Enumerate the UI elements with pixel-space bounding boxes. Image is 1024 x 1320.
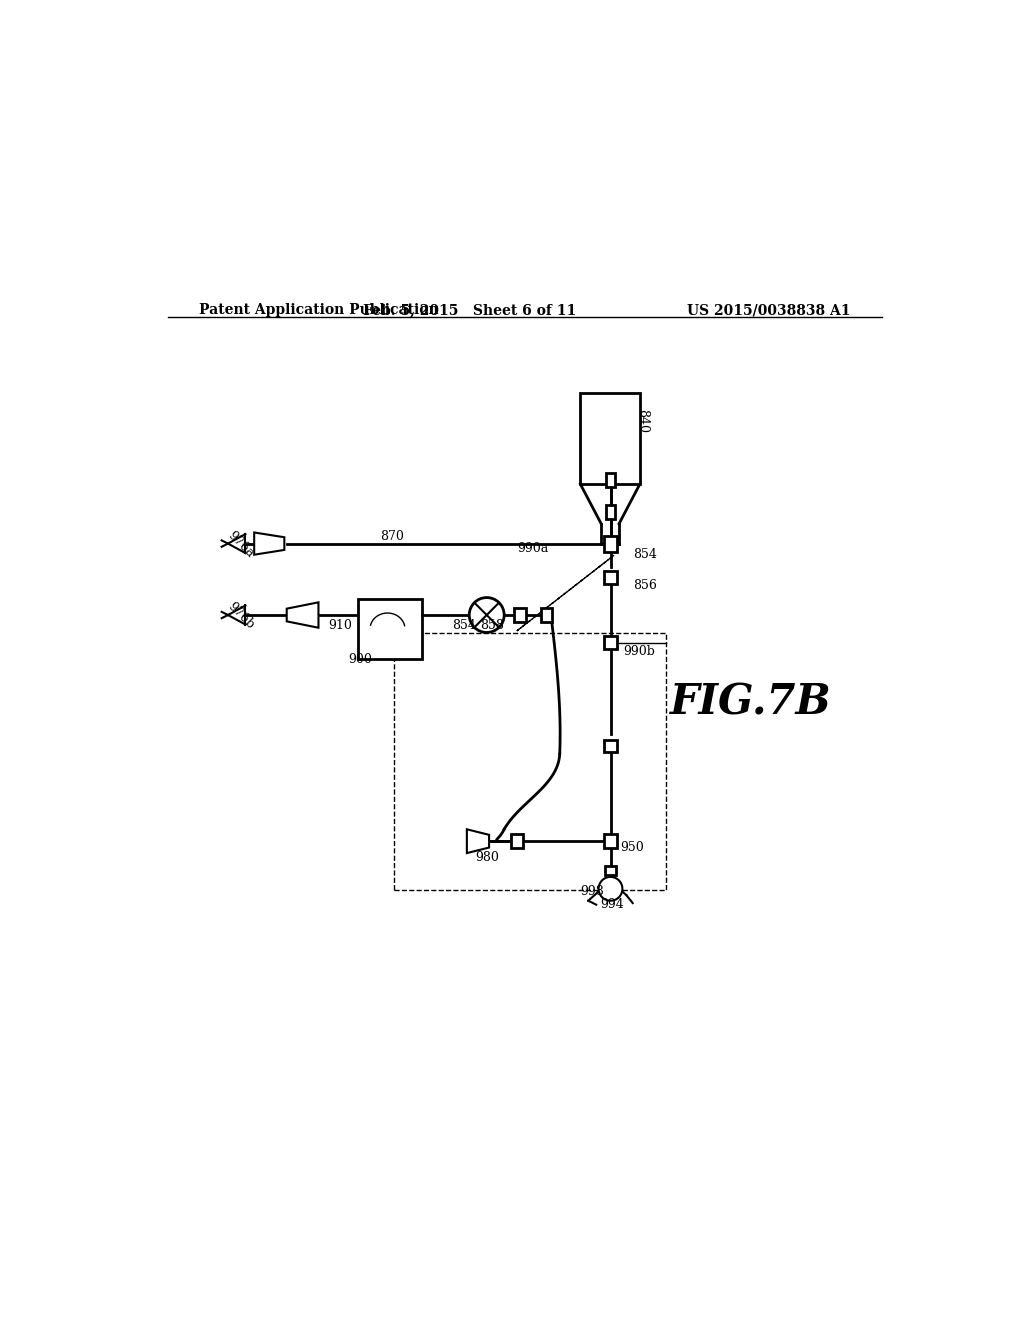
Bar xyxy=(514,609,525,622)
Text: 976b: 976b xyxy=(225,599,257,631)
Polygon shape xyxy=(254,532,285,554)
Bar xyxy=(604,636,616,649)
Bar xyxy=(511,834,523,849)
Bar xyxy=(605,866,616,875)
Text: 980: 980 xyxy=(475,851,500,865)
Polygon shape xyxy=(467,829,489,853)
Polygon shape xyxy=(287,602,318,628)
Text: 910: 910 xyxy=(328,619,352,631)
Text: 856: 856 xyxy=(633,579,656,591)
Bar xyxy=(606,504,615,519)
Text: 854: 854 xyxy=(633,548,656,561)
Text: 990b: 990b xyxy=(624,645,655,659)
Bar xyxy=(604,834,616,849)
Text: 976a: 976a xyxy=(225,529,256,560)
Circle shape xyxy=(599,876,623,900)
Bar xyxy=(604,572,616,583)
Bar xyxy=(541,609,552,622)
Text: 950: 950 xyxy=(620,841,644,854)
Text: 840: 840 xyxy=(636,409,649,433)
Text: Feb. 5, 2015   Sheet 6 of 11: Feb. 5, 2015 Sheet 6 of 11 xyxy=(362,304,575,317)
Text: FIG.7B: FIG.7B xyxy=(670,681,831,723)
Text: 858: 858 xyxy=(480,619,504,631)
Bar xyxy=(604,536,616,552)
Text: US 2015/0038838 A1: US 2015/0038838 A1 xyxy=(687,304,850,317)
Bar xyxy=(581,393,640,484)
Text: 998: 998 xyxy=(581,886,604,898)
Bar xyxy=(358,599,422,659)
Text: Patent Application Publication: Patent Application Publication xyxy=(200,304,439,317)
Circle shape xyxy=(469,598,504,632)
Bar xyxy=(604,739,616,752)
Text: 854: 854 xyxy=(452,619,476,631)
Text: 990a: 990a xyxy=(518,543,549,556)
Bar xyxy=(606,473,615,487)
Text: 900: 900 xyxy=(348,652,373,665)
Text: 870: 870 xyxy=(380,529,404,543)
Text: 994: 994 xyxy=(600,898,624,911)
